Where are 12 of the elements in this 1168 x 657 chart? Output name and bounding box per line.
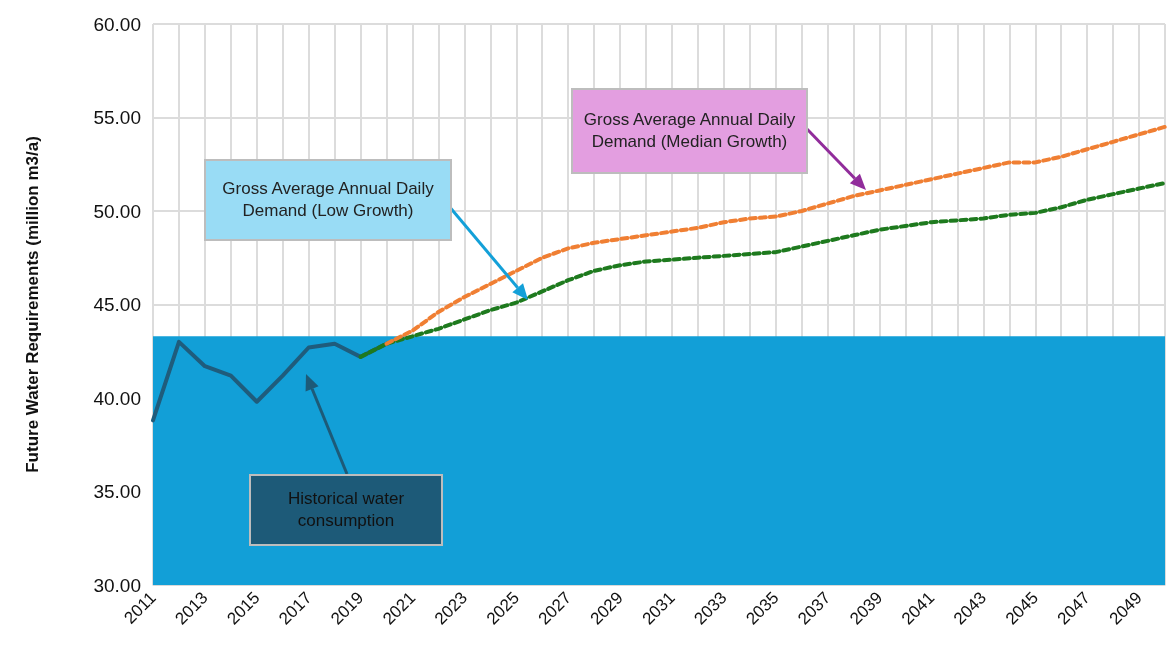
callout-box: Gross Average Annual Daily Demand (Low Growth) (204, 159, 452, 241)
y-tick-label: 35.00 (93, 481, 141, 502)
y-tick-label: 30.00 (93, 574, 141, 596)
callout-box: Gross Average Annual Daily Demand (Median Growth) (571, 88, 808, 174)
callout-box: Historical water consumption (249, 474, 443, 546)
y-axis-title: Future Water Requirements (million m3/a) (23, 136, 42, 473)
y-tick-label: 45.00 (93, 294, 141, 315)
y-tick-label: 40.00 (93, 387, 141, 409)
y-tick-label: 60.00 (93, 13, 141, 35)
y-tick-label: 55.00 (93, 107, 141, 128)
y-tick-label: 50.00 (93, 200, 141, 222)
line-series (151, 339, 389, 423)
